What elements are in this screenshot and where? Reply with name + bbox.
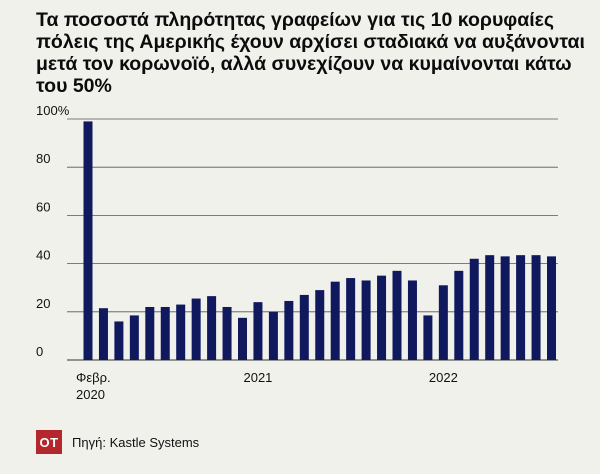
bar (346, 278, 356, 360)
x-tick-label: 2021 (243, 370, 272, 385)
bar (469, 258, 479, 360)
footer: ΟΤ Πηγή: Kastle Systems (36, 430, 199, 454)
y-tick-label: 40 (36, 248, 50, 263)
bar (547, 256, 556, 360)
y-axis-tick-labels: 0 20 40 60 80 100% (36, 103, 70, 359)
bar (485, 255, 495, 360)
bar (438, 285, 448, 360)
bar (253, 302, 263, 360)
bar (207, 296, 217, 360)
bar (176, 304, 186, 360)
bar (222, 306, 232, 360)
bar (330, 281, 340, 360)
chart-bars (83, 121, 556, 360)
bar (145, 306, 155, 360)
bar (407, 280, 417, 360)
bar (129, 315, 139, 360)
bar (98, 308, 108, 360)
bar (500, 256, 510, 360)
chart-grid (67, 118, 558, 361)
bar (284, 300, 294, 360)
bar (531, 255, 541, 360)
bar (315, 290, 325, 360)
chart-title: Τα ποσοστά πληρότητας γραφείων για τις 1… (36, 9, 585, 97)
y-tick-label: 80 (36, 151, 50, 166)
bar (377, 275, 387, 360)
bar (454, 270, 464, 360)
brand-logo: ΟΤ (36, 430, 62, 454)
bar (160, 306, 170, 360)
y-tick-label: 20 (36, 296, 50, 311)
bar (191, 298, 201, 360)
bar (361, 280, 371, 360)
x-tick-label: 2022 (429, 370, 458, 385)
bar (83, 121, 93, 360)
x-axis-tick-labels: Φεβρ. 2020 2021 2022 (76, 370, 458, 402)
bar (268, 311, 278, 360)
bar (299, 294, 309, 360)
bar (516, 255, 526, 360)
bar-chart: 0 20 40 60 80 100% Φεβρ. 2020 2021 2022 (36, 103, 558, 402)
y-tick-label: 60 (36, 199, 50, 214)
source-note: Πηγή: Kastle Systems (72, 434, 200, 450)
bar (423, 315, 433, 360)
x-tick-label: Φεβρ. 2020 (76, 370, 111, 402)
bar (114, 321, 124, 360)
y-tick-label: 100% (36, 103, 70, 118)
bar (392, 270, 402, 360)
bar (238, 317, 247, 360)
y-tick-label: 0 (36, 344, 43, 359)
